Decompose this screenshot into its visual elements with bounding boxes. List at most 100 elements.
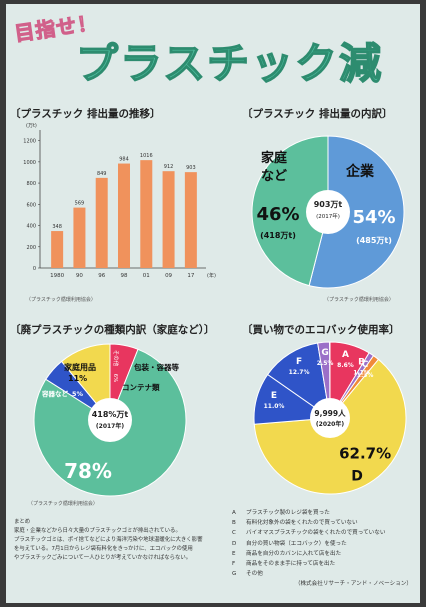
x-tick-label: 17 <box>187 273 194 279</box>
bar <box>140 160 153 268</box>
slice-pct-label: 11.0% <box>264 403 285 410</box>
y-tick-label: 200 <box>26 245 36 251</box>
legend-row-b: B 有料化対象外の袋をくれたので買っていない <box>232 520 358 527</box>
y-tick-label: 0 <box>33 266 36 272</box>
bar-value-label: 903 <box>186 165 196 171</box>
summary-line-2: プラスチックゴミは、ポイ捨てなどにより海洋汚染や地球温暖化に大きく影響 <box>14 537 203 543</box>
pie-center-year: (2020年) <box>316 420 344 428</box>
y-tick-label: 400 <box>26 224 36 230</box>
pie-slice <box>251 135 329 287</box>
x-tick-label: 90 <box>76 273 83 279</box>
x-axis-unit: (年) <box>207 272 216 279</box>
source-note-3: （プラスチック循環利用協会） <box>28 501 98 507</box>
legend-row-f: F 商品をそのまま手に持って店を出た <box>232 561 336 568</box>
slice-label: 家庭 <box>261 150 288 166</box>
pie-center-hole <box>88 398 132 442</box>
slice-label: コンテナ類 <box>122 382 160 392</box>
section-title-household: 〔廃プラスチックの種類内訳（家庭など）〕 <box>10 324 215 336</box>
slice-amount-label: (485万t) <box>356 236 392 245</box>
y-tick-label: 600 <box>26 202 36 208</box>
bar <box>73 207 86 268</box>
bar <box>51 231 64 268</box>
bar-value-label: 569 <box>75 201 85 207</box>
bar <box>95 177 108 268</box>
pie-center-year: (2017年) <box>96 422 124 430</box>
poster: 目指せ！ プラスチック減 〔プラスチック 排出量の推移〕 (万t) 0 200 400… <box>6 4 420 603</box>
bar-value-label: 912 <box>164 164 174 170</box>
pie-center-value: 418%万t <box>92 410 129 419</box>
legend-row-d: D 自分の買い物袋（エコバック）を使った <box>232 540 347 547</box>
pie-center-value: 9,999人 <box>314 409 346 418</box>
section-title-trend: 〔プラスチック 排出量の推移〕 <box>10 108 161 120</box>
y-axis-unit: (万t) <box>26 123 37 129</box>
slice-pct-label: 1.3% <box>357 372 374 379</box>
source-note-1: （プラスチック循環利用協会） <box>26 297 96 303</box>
legend-row-g: G その他 <box>232 571 263 578</box>
section-title-ecobag: 〔買い物でのエコバック使用率〕 <box>242 324 400 336</box>
y-tick-label: 1000 <box>23 160 36 166</box>
summary-text: まとめ 家庭・企業などから日々大量のプラスチックゴミが排出されている。 プラスチ… <box>14 518 234 563</box>
pie-slice <box>308 135 405 289</box>
slice-pct-label: 5% <box>72 390 84 398</box>
legend-row-e: E 商品を自分のカバンに入れて店を出た <box>232 550 342 557</box>
legend-row-c: C バイオマスプラスチックの袋をくれたので買っていない <box>232 530 386 537</box>
slice-label: 容器など <box>41 389 69 398</box>
source-note-2: （プラスチック循環利用協会） <box>324 297 394 303</box>
bar-chart-emissions-trend: (万t) 0 200 400 600 800 1000 1200 348 1980 569 90 849… <box>23 123 216 279</box>
slice-pct-label: 1.1% <box>353 369 370 376</box>
slice-label: 包装・容器等 <box>133 362 179 372</box>
bar <box>118 163 130 268</box>
section-title-breakdown: 〔プラスチック 排出量の内訳〕 <box>242 108 393 120</box>
pie-center-year: (2017年) <box>316 212 340 220</box>
pie-center-hole <box>310 398 350 438</box>
slice-pct-label: 12.7% <box>289 369 310 376</box>
slice-label: など <box>261 169 287 184</box>
pie-slice <box>266 342 331 420</box>
slice-pct-label: 6% <box>112 374 118 383</box>
ecobag-legend: A プラスチック製のレジ袋を買った B 有料化対象外の袋をくれたので買っていない C… <box>232 508 418 590</box>
legend-row-a: A プラスチック製のレジ袋を買った <box>232 510 330 516</box>
x-tick-label: 1980 <box>50 273 64 279</box>
slice-label: G <box>321 348 328 358</box>
bar <box>162 171 175 268</box>
bar-value-label: 984 <box>119 157 129 163</box>
slice-pct-label: 62.7% <box>339 444 391 462</box>
slice-label: D <box>351 468 363 484</box>
summary-line-3: を与えている。7月1日からレジ袋有料化をきっかけに、エコバックの使用 <box>14 546 193 552</box>
main-title: プラスチック減 <box>75 38 384 89</box>
y-tick-label: 800 <box>26 181 36 187</box>
slice-pct-label: 46% <box>256 204 299 225</box>
summary-line-1: 家庭・企業などから日々大量のプラスチックゴミが排出されている。 <box>14 528 181 534</box>
pie-center-value: 903万t <box>314 200 343 209</box>
slice-label: A <box>342 350 349 360</box>
pie-chart-emissions-breakdown: 903万t (2017年) 企業 54% (485万t) 家庭など 46% (418万t) <box>251 135 405 289</box>
pie-center-hole <box>306 190 350 234</box>
slice-label: 企業 <box>345 163 375 180</box>
slice-label: その他 <box>112 350 120 367</box>
slice-amount-label: (418万t) <box>260 231 296 240</box>
slice-pct-label: 11% <box>68 374 87 383</box>
bar-value-label: 849 <box>97 171 107 177</box>
slice-label: 家庭用品 <box>64 362 96 372</box>
slice-label: C <box>362 360 369 370</box>
slice-label: E <box>271 391 277 401</box>
survey-credit: （株式会社リサーチ・アンド・ノベーション） <box>294 581 412 588</box>
y-tick-label: 1200 <box>23 139 36 145</box>
slice-pct-label: 2.5% <box>317 360 334 367</box>
x-tick-label: 01 <box>143 273 150 279</box>
pie-chart-ecobag-usage: 9,999人 (2020年) A 8.6% B 1.1%C 1.3% 62.7% D E 11.0%… <box>253 341 407 495</box>
x-tick-label: 98 <box>121 273 128 279</box>
pie-slice <box>60 343 111 422</box>
summary-line-4: やプラスチックごみについて一人ひとりが考えていかなければならない。 <box>14 555 192 561</box>
slice-label: F <box>296 357 302 367</box>
bar-value-label: 1016 <box>140 153 153 159</box>
slice-pct-label: 8.6% <box>337 362 354 369</box>
slice-pct-label: 54% <box>352 207 395 228</box>
x-tick-label: 09 <box>165 273 172 279</box>
x-tick-label: 96 <box>98 273 105 279</box>
bar-value-label: 348 <box>52 224 62 230</box>
slice-label: B <box>358 357 365 367</box>
bar <box>184 172 197 268</box>
summary-heading: まとめ <box>14 519 31 525</box>
